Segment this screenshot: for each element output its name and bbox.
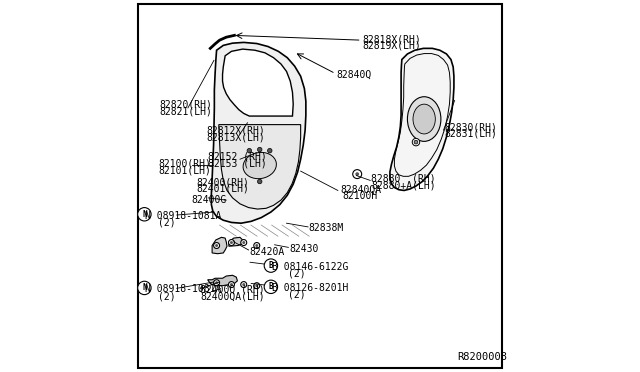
PathPatch shape bbox=[390, 48, 454, 190]
PathPatch shape bbox=[219, 125, 301, 209]
Text: 82840Q: 82840Q bbox=[337, 70, 372, 79]
Circle shape bbox=[257, 179, 262, 184]
Text: 82420A: 82420A bbox=[250, 247, 285, 257]
Text: 82831(LH): 82831(LH) bbox=[445, 129, 497, 139]
Text: 82152 (RH): 82152 (RH) bbox=[207, 152, 266, 162]
Text: N: N bbox=[142, 210, 147, 219]
Circle shape bbox=[230, 241, 233, 244]
Text: 82830(RH): 82830(RH) bbox=[445, 122, 497, 132]
Text: 82812X(RH): 82812X(RH) bbox=[207, 126, 266, 136]
Text: (2): (2) bbox=[289, 290, 306, 300]
Text: 82880  (RH): 82880 (RH) bbox=[371, 174, 436, 183]
Circle shape bbox=[255, 284, 259, 287]
Text: 82101(LH): 82101(LH) bbox=[158, 166, 211, 175]
Text: 82430: 82430 bbox=[289, 244, 319, 254]
Circle shape bbox=[215, 244, 218, 247]
Polygon shape bbox=[207, 275, 237, 286]
Circle shape bbox=[355, 172, 359, 176]
Ellipse shape bbox=[408, 97, 441, 141]
Text: 82401(LH): 82401(LH) bbox=[196, 184, 250, 194]
Circle shape bbox=[243, 241, 245, 244]
Circle shape bbox=[228, 240, 234, 246]
Polygon shape bbox=[212, 237, 227, 254]
Text: 82400QA(LH): 82400QA(LH) bbox=[200, 291, 265, 301]
Circle shape bbox=[254, 283, 260, 289]
Circle shape bbox=[241, 282, 246, 288]
PathPatch shape bbox=[223, 49, 293, 116]
Ellipse shape bbox=[413, 104, 435, 134]
Circle shape bbox=[264, 259, 278, 272]
Circle shape bbox=[138, 208, 151, 221]
Text: 82821(LH): 82821(LH) bbox=[159, 107, 212, 116]
Circle shape bbox=[214, 280, 220, 286]
Text: 82819X(LH): 82819X(LH) bbox=[363, 41, 422, 50]
Circle shape bbox=[228, 282, 234, 288]
Polygon shape bbox=[229, 237, 243, 246]
Text: 82400(RH): 82400(RH) bbox=[196, 177, 250, 187]
Text: 82838M: 82838M bbox=[309, 223, 344, 232]
Circle shape bbox=[268, 148, 272, 153]
Circle shape bbox=[243, 283, 245, 286]
Text: 82820(RH): 82820(RH) bbox=[159, 100, 212, 110]
Text: 82400G: 82400G bbox=[191, 195, 227, 205]
Text: R8200008: R8200008 bbox=[458, 352, 508, 362]
Circle shape bbox=[241, 240, 246, 246]
Text: (2): (2) bbox=[289, 269, 306, 279]
Circle shape bbox=[138, 281, 151, 295]
Circle shape bbox=[255, 244, 259, 247]
Text: 82880+A(LH): 82880+A(LH) bbox=[371, 180, 436, 190]
Text: 82813X(LH): 82813X(LH) bbox=[207, 133, 266, 142]
Text: 82100(RH): 82100(RH) bbox=[158, 159, 211, 169]
Text: N 08918-1081A: N 08918-1081A bbox=[145, 285, 221, 294]
Circle shape bbox=[215, 281, 218, 284]
Circle shape bbox=[353, 170, 362, 179]
Circle shape bbox=[230, 283, 233, 286]
Text: 82818X(RH): 82818X(RH) bbox=[363, 34, 422, 44]
Circle shape bbox=[264, 280, 278, 294]
Text: 82400Q (RH): 82400Q (RH) bbox=[200, 285, 265, 294]
Text: N 08918-1081A: N 08918-1081A bbox=[145, 211, 221, 221]
Circle shape bbox=[254, 243, 260, 248]
Circle shape bbox=[257, 147, 262, 152]
Text: (2): (2) bbox=[158, 218, 176, 227]
Text: B: B bbox=[269, 261, 273, 270]
Text: N: N bbox=[142, 283, 147, 292]
Text: 82840QA: 82840QA bbox=[340, 185, 381, 195]
Circle shape bbox=[247, 148, 252, 153]
Circle shape bbox=[414, 140, 418, 144]
PathPatch shape bbox=[211, 42, 306, 223]
Circle shape bbox=[214, 243, 220, 248]
Text: (2): (2) bbox=[158, 291, 176, 301]
Text: B 08146-6122G: B 08146-6122G bbox=[271, 262, 348, 272]
Ellipse shape bbox=[243, 153, 276, 179]
Text: 82100H: 82100H bbox=[342, 192, 378, 201]
Circle shape bbox=[412, 138, 420, 146]
Text: B: B bbox=[269, 282, 273, 291]
Text: B 08126-8201H: B 08126-8201H bbox=[271, 283, 348, 293]
Text: 82153 (LH): 82153 (LH) bbox=[207, 159, 266, 169]
